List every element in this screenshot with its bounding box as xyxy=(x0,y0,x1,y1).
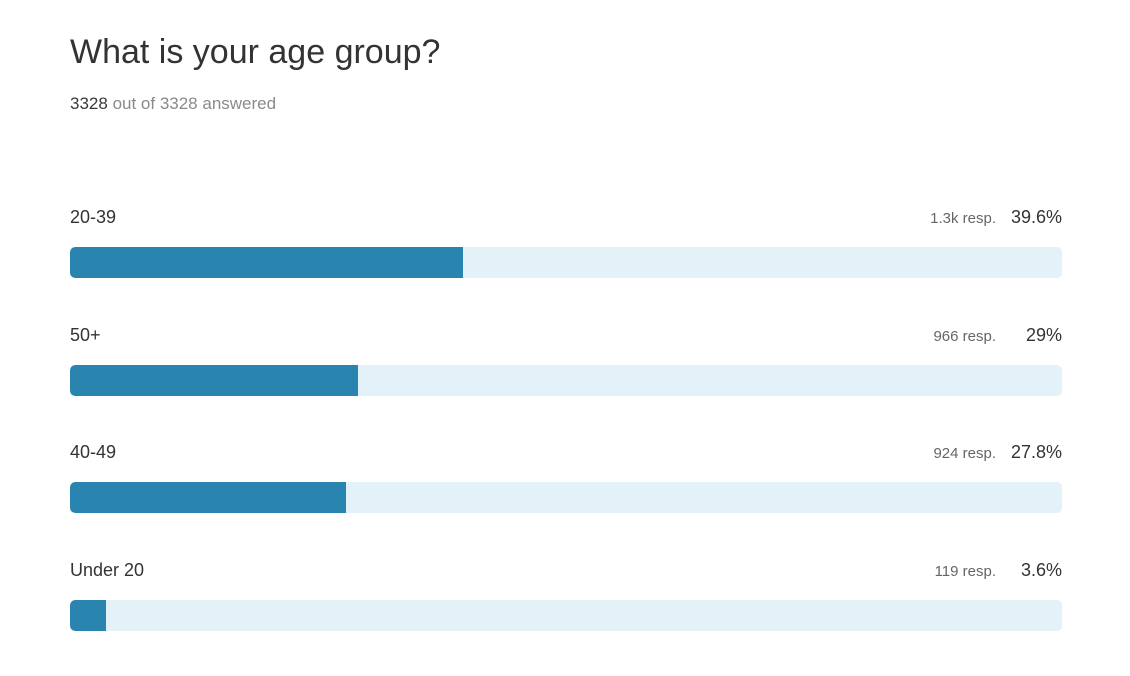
response-count: 924 resp. xyxy=(933,445,996,462)
bar-track xyxy=(70,482,1062,513)
bar-track xyxy=(70,247,1062,278)
response-count: 966 resp. xyxy=(933,327,996,345)
bar-track xyxy=(70,599,1062,631)
answer-row: 20-39 1.3k resp. 39.6% xyxy=(70,205,1062,285)
question-title: What is your age group? xyxy=(70,33,441,71)
bar-fill xyxy=(70,599,106,631)
bar-fill xyxy=(70,364,358,396)
answer-row: 50+ 966 resp. 29% xyxy=(70,323,1062,403)
percent-label: 39.6% xyxy=(1010,207,1062,227)
answer-stats: 924 resp. 27.8% xyxy=(933,440,1062,466)
answer-stats: 966 resp. 29% xyxy=(933,323,1062,349)
answer-stats: 119 resp. 3.6% xyxy=(935,558,1062,584)
bar-fill xyxy=(70,482,346,513)
survey-question-card: What is your age group? 3328 out of 3328… xyxy=(70,0,1062,676)
response-count: 1.3k resp. xyxy=(930,210,996,227)
answer-label: 40-49 xyxy=(70,442,117,462)
bar-fill xyxy=(70,247,463,278)
answered-suffix: out of 3328 answered xyxy=(112,94,277,113)
answer-label: 20-39 xyxy=(70,207,117,227)
answer-label: Under 20 xyxy=(70,559,145,580)
response-count: 119 resp. xyxy=(934,562,996,580)
answer-row: 40-49 924 resp. 27.8% xyxy=(70,440,1062,520)
percent-label: 29% xyxy=(1025,324,1062,345)
answer-row: Under 20 119 resp. 3.6% xyxy=(70,558,1062,638)
percent-label: 27.8% xyxy=(1010,442,1062,462)
answer-label: 50+ xyxy=(70,324,101,345)
percent-label: 3.6% xyxy=(1020,559,1062,580)
bar-track xyxy=(70,364,1062,396)
answered-count: 3328 xyxy=(70,94,108,113)
answered-summary: 3328 out of 3328 answered xyxy=(70,92,276,116)
answer-stats: 1.3k resp. 39.6% xyxy=(930,205,1062,231)
